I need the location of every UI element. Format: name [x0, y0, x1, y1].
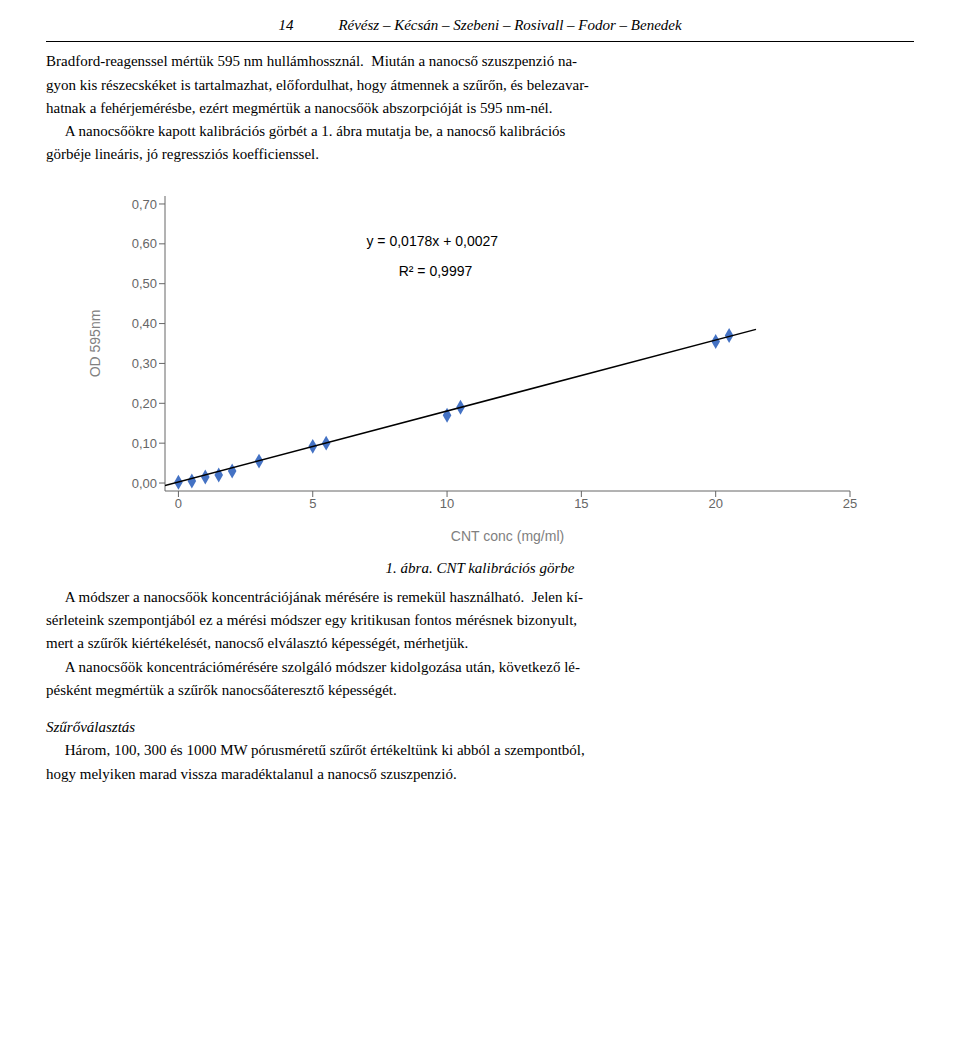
html-text:A módszer a nanocsőök koncentr: A módszer a nanocsőök koncentrációjának …: [46, 588, 583, 698]
svg-text:15: 15: [574, 496, 588, 511]
html-text:Szűrőválasztás: Szűrőválasztás: [46, 719, 136, 735]
svg-text:0,50: 0,50: [132, 276, 157, 291]
svg-text:5: 5: [309, 496, 316, 511]
html-text:14 Révész – Kécsán – Szebeni –: 14 Révész – Kécsán – Szebeni – Rosivall …: [278, 17, 682, 33]
html-text:Három, 100, 300 és 1000 MW pór: Három, 100, 300 és 1000 MW pórusméretű s…: [46, 742, 585, 782]
svg-text:R² = 0,9997: R² = 0,9997: [399, 263, 473, 279]
svg-text:0,70: 0,70: [132, 196, 157, 211]
svg-text:10: 10: [440, 496, 454, 511]
svg-text:CNT conc (mg/ml): CNT conc (mg/ml): [451, 528, 564, 544]
svg-text:0: 0: [175, 496, 182, 511]
svg-text:0,30: 0,30: [132, 356, 157, 371]
svg-text:0,40: 0,40: [132, 316, 157, 331]
svg-text:0,60: 0,60: [132, 236, 157, 251]
svg-text:0,10: 0,10: [132, 435, 157, 450]
html-text:Bradford-reagenssel mértük 595: Bradford-reagenssel mértük 595 nm hullám…: [46, 53, 589, 163]
svg-text:y = 0,0178x + 0,0027: y = 0,0178x + 0,0027: [366, 233, 498, 249]
svg-text:0,00: 0,00: [132, 475, 157, 490]
svg-text:0,20: 0,20: [132, 395, 157, 410]
svg-text:25: 25: [843, 496, 857, 511]
svg-text:20: 20: [708, 496, 722, 511]
html-text:1. ábra. CNT kalibrációs görbe: 1. ábra. CNT kalibrációs görbe: [385, 559, 575, 576]
svg-text:OD 595nm: OD 595nm: [87, 309, 103, 377]
